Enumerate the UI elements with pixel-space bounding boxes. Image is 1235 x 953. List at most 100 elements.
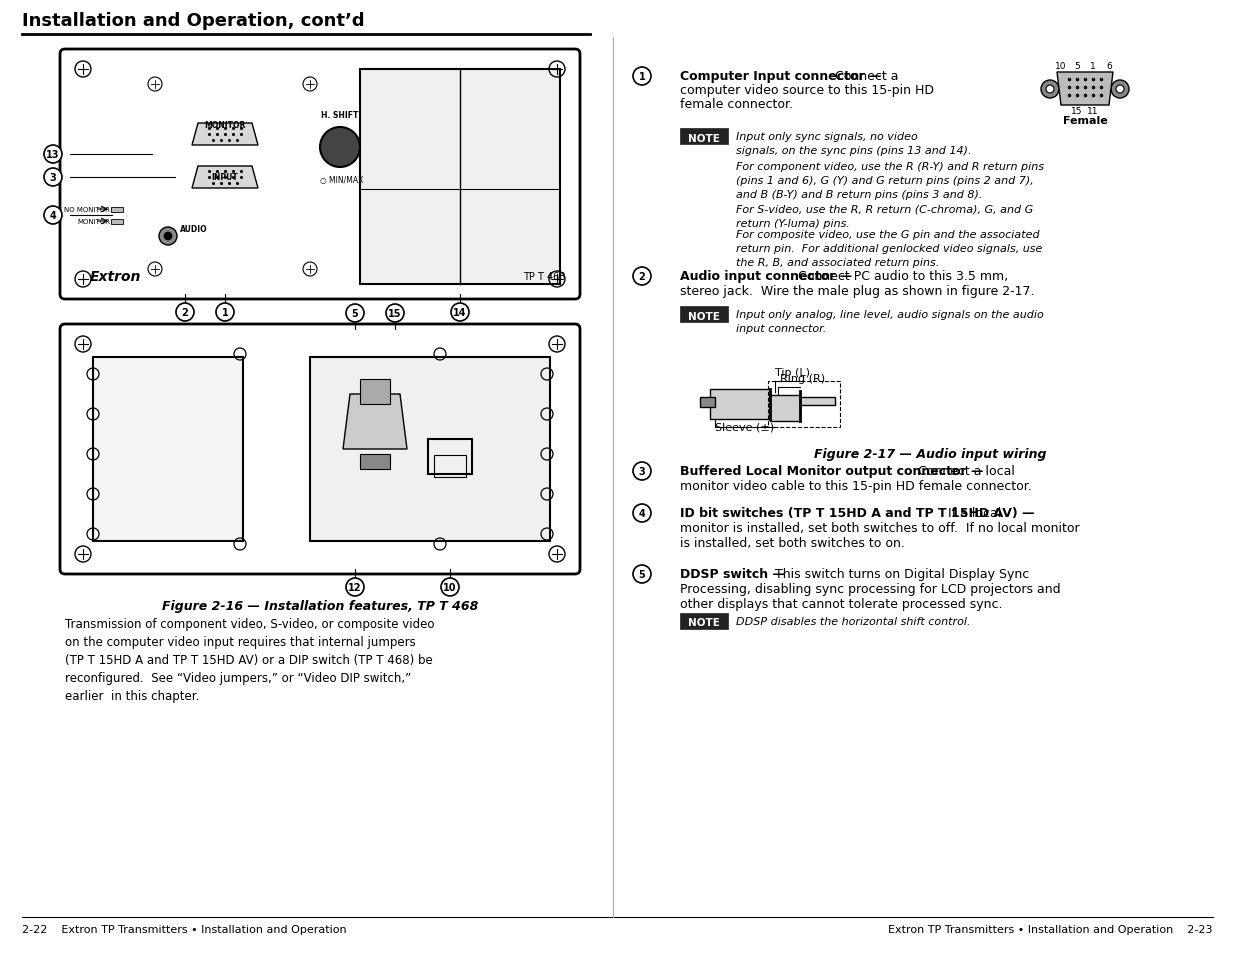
Circle shape: [387, 305, 404, 323]
Text: 6: 6: [1107, 62, 1112, 71]
Bar: [800, 397, 835, 406]
Text: Connect a: Connect a: [835, 70, 899, 83]
Bar: [680, 614, 727, 629]
Text: 15: 15: [1071, 107, 1083, 116]
Text: Figure 2-16 — Installation features, TP T 468: Figure 2-16 — Installation features, TP …: [162, 599, 478, 613]
Circle shape: [44, 207, 62, 225]
Text: Computer Input connector —: Computer Input connector —: [680, 70, 882, 83]
Circle shape: [44, 146, 62, 164]
Bar: [680, 307, 727, 323]
Text: DDSP disables the horizontal shift control.: DDSP disables the horizontal shift contr…: [736, 617, 971, 626]
FancyBboxPatch shape: [61, 50, 580, 299]
Circle shape: [634, 462, 651, 480]
Circle shape: [634, 68, 651, 86]
Circle shape: [1041, 81, 1058, 99]
Circle shape: [441, 578, 459, 597]
Text: NOTE: NOTE: [688, 133, 720, 143]
Text: 5: 5: [638, 569, 646, 579]
Circle shape: [634, 504, 651, 522]
Text: 13: 13: [46, 150, 59, 160]
Text: 3: 3: [49, 172, 57, 183]
Bar: [700, 397, 715, 408]
Text: Connect PC audio to this 3.5 mm,: Connect PC audio to this 3.5 mm,: [798, 270, 1008, 283]
Polygon shape: [1057, 73, 1113, 106]
Text: other displays that cannot tolerate processed sync.: other displays that cannot tolerate proc…: [680, 598, 1003, 610]
Text: For S-video, use the R, R return (C-chroma), G, and G
return (Y-luma) pins.: For S-video, use the R, R return (C-chro…: [736, 205, 1034, 229]
Text: 2-22    Extron TP Transmitters • Installation and Operation: 2-22 Extron TP Transmitters • Installati…: [22, 924, 347, 934]
Text: AUDIO: AUDIO: [180, 225, 207, 233]
Bar: [359, 70, 559, 285]
Circle shape: [451, 304, 469, 322]
Text: INPUT: INPUT: [211, 172, 238, 182]
Text: 2: 2: [638, 272, 646, 282]
Bar: [680, 129, 727, 145]
Text: Extron: Extron: [90, 270, 141, 284]
Text: 2: 2: [182, 308, 189, 317]
Text: Ring (R): Ring (R): [781, 374, 825, 384]
Text: 1: 1: [1091, 62, 1095, 71]
Circle shape: [44, 169, 62, 187]
Polygon shape: [343, 395, 408, 450]
Circle shape: [634, 565, 651, 583]
Text: 1: 1: [221, 308, 228, 317]
Circle shape: [634, 268, 651, 286]
FancyBboxPatch shape: [61, 325, 580, 575]
Text: is installed, set both switches to on.: is installed, set both switches to on.: [680, 537, 905, 550]
Text: 10: 10: [1055, 62, 1067, 71]
Text: female connector.: female connector.: [680, 98, 793, 111]
Bar: [769, 395, 800, 421]
Text: 14: 14: [453, 308, 467, 317]
Circle shape: [164, 233, 172, 241]
Text: Installation and Operation, cont’d: Installation and Operation, cont’d: [22, 12, 364, 30]
Text: 11: 11: [1087, 107, 1099, 116]
Polygon shape: [191, 167, 258, 189]
Text: ID bit switches (TP T 15HD A and TP T 15HD AV) —: ID bit switches (TP T 15HD A and TP T 15…: [680, 506, 1035, 519]
Text: For component video, use the R (R-Y) and R return pins
(pins 1 and 6), G (Y) and: For component video, use the R (R-Y) and…: [736, 162, 1044, 200]
Bar: [768, 381, 840, 428]
Text: 4: 4: [49, 211, 57, 221]
Text: MONITOR: MONITOR: [77, 219, 110, 225]
Text: H. SHIFT: H. SHIFT: [321, 111, 358, 120]
Text: Input only analog, line level, audio signals on the audio
input connector.: Input only analog, line level, audio sig…: [736, 310, 1044, 334]
Text: 15: 15: [388, 309, 401, 318]
Text: NOTE: NOTE: [688, 618, 720, 628]
Text: 5: 5: [352, 309, 358, 318]
Bar: [429, 439, 472, 475]
Text: monitor video cable to this 15-pin HD female connector.: monitor video cable to this 15-pin HD fe…: [680, 479, 1031, 493]
Text: Figure 2-17 — Audio input wiring: Figure 2-17 — Audio input wiring: [814, 448, 1046, 460]
Text: TP T 468: TP T 468: [522, 272, 564, 282]
Bar: [310, 357, 550, 541]
Bar: [710, 390, 769, 419]
Circle shape: [346, 305, 364, 323]
Text: If a local: If a local: [948, 506, 1002, 519]
Bar: [433, 456, 466, 477]
Text: stereo jack.  Wire the male plug as shown in figure 2-17.: stereo jack. Wire the male plug as shown…: [680, 285, 1035, 297]
Text: Buffered Local Monitor output connector —: Buffered Local Monitor output connector …: [680, 464, 983, 477]
Text: NOTE: NOTE: [688, 312, 720, 321]
Text: Processing, disabling sync processing for LCD projectors and: Processing, disabling sync processing fo…: [680, 582, 1061, 596]
Text: This switch turns on Digital Display Sync: This switch turns on Digital Display Syn…: [776, 567, 1029, 580]
Text: Connect a local: Connect a local: [918, 464, 1015, 477]
Circle shape: [216, 304, 233, 322]
Text: 12: 12: [348, 582, 362, 593]
Text: Audio input connector —: Audio input connector —: [680, 270, 852, 283]
Bar: [111, 220, 124, 225]
Text: monitor is installed, set both switches to off.  If no local monitor: monitor is installed, set both switches …: [680, 521, 1079, 535]
Bar: [359, 455, 390, 470]
Text: 5: 5: [1074, 62, 1079, 71]
Text: Tip (L): Tip (L): [776, 368, 810, 377]
Text: NO MONITOR: NO MONITOR: [64, 207, 110, 213]
Circle shape: [1112, 81, 1129, 99]
Text: Sleeve (±): Sleeve (±): [715, 421, 774, 432]
Text: Transmission of component video, S-video, or composite video
on the computer vid: Transmission of component video, S-video…: [65, 618, 435, 702]
Text: Extron TP Transmitters • Installation and Operation    2-23: Extron TP Transmitters • Installation an…: [888, 924, 1213, 934]
Text: ○ MIN/MAX: ○ MIN/MAX: [320, 175, 363, 184]
Text: MONITOR: MONITOR: [204, 121, 246, 130]
Bar: [93, 357, 243, 541]
Text: Female: Female: [1062, 116, 1108, 126]
Circle shape: [177, 304, 194, 322]
Polygon shape: [191, 124, 258, 146]
Text: 4: 4: [638, 509, 646, 518]
Circle shape: [346, 578, 364, 597]
Bar: [111, 208, 124, 213]
